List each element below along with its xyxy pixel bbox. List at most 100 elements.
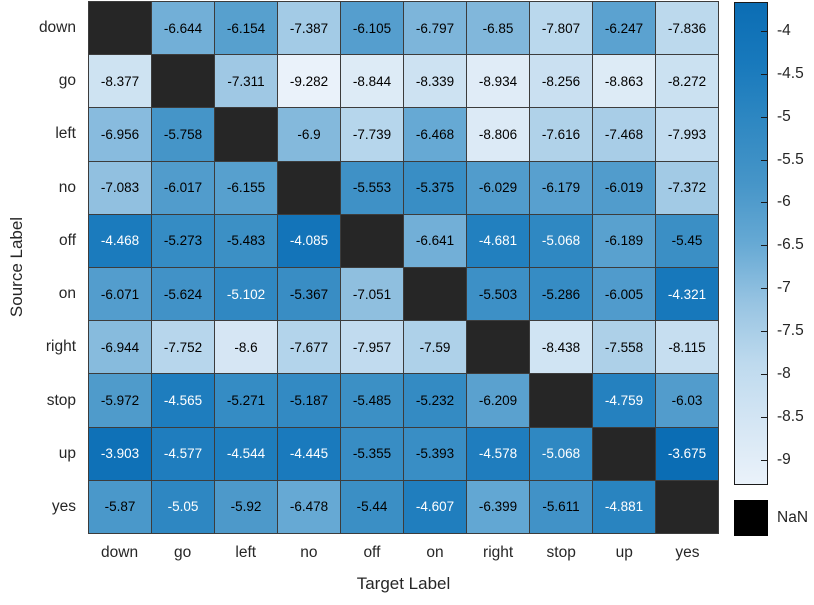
heatmap-cell: -9.282 (278, 55, 340, 108)
heatmap-cell (404, 268, 466, 321)
heatmap-cell: -5.068 (530, 427, 592, 480)
heatmap-cell: -7.083 (89, 161, 151, 214)
heatmap-cell: -6.85 (467, 2, 529, 55)
colorbar-tick-label: -4 (777, 21, 791, 39)
heatmap-cell: -4.681 (467, 214, 529, 267)
heatmap-cell: -7.739 (341, 108, 403, 161)
colorbar-tick-label: -7 (777, 279, 791, 297)
heatmap-cell: -4.607 (404, 480, 466, 533)
colorbar-tick (761, 459, 767, 461)
heatmap-cell: -7.468 (593, 108, 655, 161)
heatmap-cell: -6.468 (404, 108, 466, 161)
heatmap-cell: -4.468 (89, 214, 151, 267)
heatmap-cell: -4.445 (278, 427, 340, 480)
x-tick-label: off (363, 544, 381, 561)
colorbar-tick-label: -5.5 (777, 150, 804, 168)
heatmap-cell (89, 2, 151, 55)
heatmap-cell: -7.311 (215, 55, 277, 108)
heatmap-cell: -6.209 (467, 374, 529, 427)
x-tick-label: no (300, 544, 318, 561)
x-tick-label: right (483, 544, 514, 561)
heatmap-cell: -4.881 (593, 480, 655, 533)
heatmap-cell: -5.393 (404, 427, 466, 480)
x-tick-label: left (235, 544, 257, 561)
heatmap-cell: -6.797 (404, 2, 466, 55)
heatmap-cell: -5.483 (215, 214, 277, 267)
colorbar-tick (761, 116, 767, 118)
heatmap-cell: -6.005 (593, 268, 655, 321)
heatmap-cell: -6.029 (467, 161, 529, 214)
colorbar-tick-label: -7.5 (777, 322, 804, 340)
heatmap-cell: -6.399 (467, 480, 529, 533)
colorbar-tick-label: -9 (777, 450, 791, 468)
y-tick-label: no (58, 178, 76, 196)
heatmap-cell: -7.59 (404, 321, 466, 374)
heatmap-cell: -3.903 (89, 427, 151, 480)
heatmap-cell (152, 55, 214, 108)
heatmap-cell: -4.578 (467, 427, 529, 480)
heatmap-cell: -7.957 (341, 321, 403, 374)
heatmap-cell (467, 321, 529, 374)
y-tick-label: go (58, 71, 76, 89)
heatmap-cell: -8.377 (89, 55, 151, 108)
heatmap-cell (530, 374, 592, 427)
heatmap-cell: -7.677 (278, 321, 340, 374)
x-tick-label: up (615, 544, 633, 561)
colorbar-tick (761, 416, 767, 418)
heatmap-cell: -4.565 (152, 374, 214, 427)
heatmap-cell: -5.553 (341, 161, 403, 214)
y-tick-label: up (58, 445, 76, 463)
colorbar-tick (761, 331, 767, 333)
heatmap-cell: -5.271 (215, 374, 277, 427)
heatmap-cell: -7.372 (656, 161, 718, 214)
heatmap-cell: -5.45 (656, 214, 718, 267)
heatmap-cell: -6.154 (215, 2, 277, 55)
colorbar-tick (761, 374, 767, 376)
heatmap-cell: -6.641 (404, 214, 466, 267)
heatmap-cell: -7.387 (278, 2, 340, 55)
colorbar-tick-label: -5 (777, 107, 791, 125)
heatmap-cell: -5.503 (467, 268, 529, 321)
heatmap-cell: -4.759 (593, 374, 655, 427)
heatmap-cell: -6.155 (215, 161, 277, 214)
heatmap-cell (341, 214, 403, 267)
heatmap-cell: -4.544 (215, 427, 277, 480)
heatmap-cell: -5.068 (530, 214, 592, 267)
y-tick-label: on (58, 285, 76, 303)
y-tick-label: off (59, 231, 76, 249)
heatmap-cell: -3.675 (656, 427, 718, 480)
x-axis-tick-labels: down go left no off on right stop up yes (88, 543, 719, 563)
heatmap-cell: -6.944 (89, 321, 151, 374)
y-axis-tick-labels: down go left no off on right stop up yes (0, 1, 82, 534)
heatmap-cell: -5.92 (215, 480, 277, 533)
heatmap-cell (593, 427, 655, 480)
y-tick-label: right (45, 338, 76, 356)
heatmap-cell: -5.05 (152, 480, 214, 533)
heatmap-cell: -6.247 (593, 2, 655, 55)
x-tick-label: down (101, 544, 139, 561)
heatmap-cell: -5.187 (278, 374, 340, 427)
heatmap-cell: -8.806 (467, 108, 529, 161)
colorbar-tick-label: -6 (777, 193, 791, 211)
colorbar-tick-label: -4.5 (777, 64, 804, 82)
heatmap-cell: -5.611 (530, 480, 592, 533)
nan-legend-swatch (734, 500, 768, 536)
heatmap-cell: -5.355 (341, 427, 403, 480)
heatmap-cell: -6.478 (278, 480, 340, 533)
heatmap-cell: -8.863 (593, 55, 655, 108)
heatmap-cell (215, 108, 277, 161)
x-tick-label: yes (675, 544, 700, 561)
heatmap-cell: -4.085 (278, 214, 340, 267)
colorbar-tick (761, 73, 767, 75)
heatmap-cell (278, 161, 340, 214)
heatmap-cell: -5.232 (404, 374, 466, 427)
heatmap-cell: -8.934 (467, 55, 529, 108)
heatmap-cell: -8.272 (656, 55, 718, 108)
heatmap-cell: -6.019 (593, 161, 655, 214)
colorbar-tick (761, 288, 767, 290)
colorbar-tick-label: -8 (777, 365, 791, 383)
y-tick-label: down (38, 18, 76, 36)
heatmap-cell: -5.624 (152, 268, 214, 321)
colorbar-tick (761, 245, 767, 247)
